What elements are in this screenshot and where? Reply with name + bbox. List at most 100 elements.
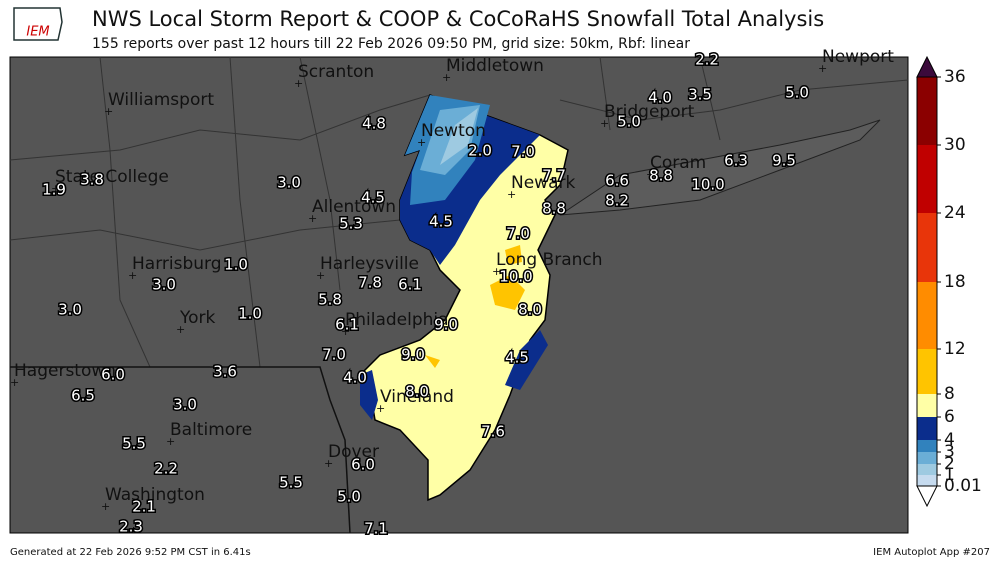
report-value: 6.3: [724, 152, 748, 170]
colorbar-label: 30: [944, 135, 966, 155]
city-label: Williamsport: [108, 90, 214, 110]
report-value: 6.1: [398, 276, 422, 294]
snow-4-6: [360, 370, 378, 420]
report-value: 1.0: [238, 305, 262, 323]
report-value: 3.5: [688, 86, 712, 104]
city-marker: +: [128, 269, 137, 282]
report-value: 2.2: [695, 51, 719, 69]
colorbar-bin: [917, 145, 937, 213]
report-value: 5.5: [122, 435, 146, 453]
state-line: [10, 366, 351, 534]
city-marker: +: [324, 457, 333, 470]
report-value: 8.8: [649, 167, 673, 185]
city-marker: +: [101, 500, 110, 513]
labels: Scranton+Middletown+Williamsport+Newton+…: [10, 47, 894, 539]
report-value: 1.0: [224, 256, 248, 274]
city-label: Coram: [650, 153, 706, 173]
city-label: Long Branch: [496, 250, 603, 270]
city-label: Bridgeport: [604, 102, 695, 122]
city-marker: +: [417, 136, 426, 149]
colorbar-bin: [917, 213, 937, 282]
colorbar-bin: [917, 475, 937, 486]
county-lines: [9, 56, 909, 368]
colorbar-label: 2: [944, 454, 955, 474]
city-label: Dover: [328, 442, 379, 462]
city-marker: +: [376, 402, 385, 415]
colorbar-label: 6: [944, 407, 955, 427]
logo: IEM: [13, 7, 63, 41]
report-value: 4.0: [343, 369, 367, 387]
city-label: Harrisburg: [132, 254, 222, 274]
city-marker: +: [507, 188, 516, 201]
report-value: 3.0: [58, 301, 82, 319]
city-marker: +: [166, 435, 175, 448]
report-value: 4.5: [361, 189, 385, 207]
report-value: 3.0: [277, 174, 301, 192]
city-marker: +: [341, 325, 350, 338]
report-value: 6.0: [351, 456, 375, 474]
snow-8-12: [505, 245, 522, 265]
city-label: Newark: [511, 173, 575, 193]
report-value: 6.1: [335, 316, 359, 334]
footer-left: Generated at 22 Feb 2026 9:52 PM CST in …: [10, 547, 251, 558]
title: NWS Local Storm Report & COOP & CoCoRaHS…: [92, 7, 824, 31]
snow-1-2: [440, 108, 478, 165]
report-value: 8.8: [542, 200, 566, 218]
colorbar-bin: [917, 464, 937, 475]
report-value: 8.0: [518, 301, 542, 319]
report-value: 9.0: [401, 346, 425, 364]
report-value: 4.0: [648, 89, 672, 107]
report-value: 6.5: [71, 387, 95, 405]
city-marker: +: [308, 212, 317, 225]
report-value: 2.2: [154, 460, 178, 478]
report-value: 4.8: [362, 115, 386, 133]
report-value: 7.8: [358, 274, 382, 292]
colorbar-bin: [917, 349, 937, 394]
city-marker: +: [10, 376, 19, 389]
report-value: 7.0: [506, 225, 530, 243]
snow-8-12: [490, 275, 525, 310]
report-value: 5.0: [785, 84, 809, 102]
city-label: Hagerstown: [14, 361, 116, 381]
logo-text: IEM: [26, 25, 49, 40]
colorbar-label: 1: [944, 465, 955, 485]
city-label: Harleysville: [320, 254, 419, 274]
report-value: 7.7: [542, 167, 566, 185]
city-marker: +: [442, 71, 451, 84]
city-label: Philadelphia: [345, 310, 449, 330]
colorbar-bin: [917, 282, 937, 349]
colorbar-bin: [917, 452, 937, 464]
city-label: State College: [55, 167, 169, 187]
map: [9, 56, 909, 534]
report-value: 7.6: [481, 423, 505, 441]
long-island: [559, 119, 881, 216]
city-marker: +: [818, 62, 827, 75]
report-value: 1.9: [42, 181, 66, 199]
report-value: 5.3: [339, 215, 363, 233]
report-value: 9.5: [772, 152, 796, 170]
colorbar-label: 12: [944, 339, 966, 359]
subtitle: 155 reports over past 12 hours till 22 F…: [92, 36, 690, 52]
city-label: Baltimore: [170, 420, 252, 440]
city-label: Washington: [105, 485, 205, 505]
report-value: 2.0: [468, 142, 492, 160]
snow-8-12: [425, 355, 440, 368]
report-value: 6.6: [605, 172, 629, 190]
city-label: Middletown: [446, 56, 544, 76]
city-marker: +: [51, 182, 60, 195]
report-value: 10.0: [691, 176, 724, 194]
city-label: York: [179, 308, 216, 328]
city-marker: +: [104, 105, 113, 118]
city-marker: +: [600, 117, 609, 130]
city-marker: +: [492, 265, 501, 278]
city-label: Vineland: [380, 387, 454, 407]
city-label: Newport: [822, 47, 894, 67]
city-label: Scranton: [298, 62, 374, 82]
city-label: Allentown: [312, 197, 396, 217]
report-value: 8.0: [405, 383, 429, 401]
report-value: 5.0: [617, 113, 641, 131]
city-marker: +: [316, 269, 325, 282]
report-value: 5.8: [318, 291, 342, 309]
city-marker: +: [294, 77, 303, 90]
